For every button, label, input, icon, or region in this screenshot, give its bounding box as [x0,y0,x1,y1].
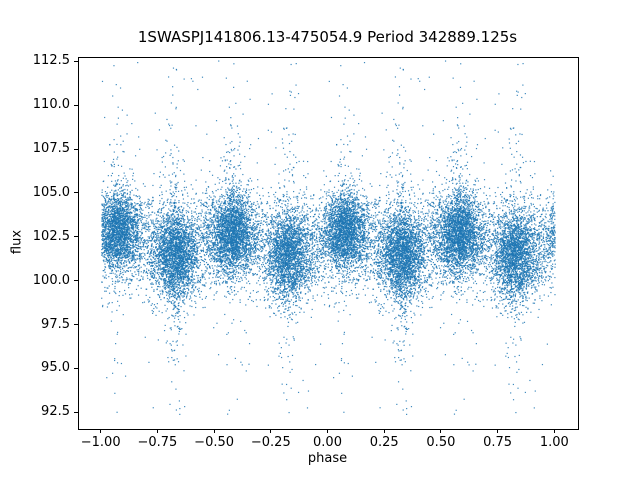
scatter-points-canvas [79,58,578,429]
y-tick-mark [74,324,78,325]
x-tick-mark [213,429,215,433]
x-tick-label: 0.00 [313,435,342,450]
x-tick-label: 1.00 [539,435,569,450]
y-tick-label: 95.0 [41,360,70,376]
x-tick-mark [156,429,158,433]
y-tick-label: 107.5 [32,141,70,157]
x-axis-label: phase [307,451,348,466]
y-tick-mark [74,192,78,194]
y-tick-mark [74,411,78,413]
y-tick-mark [74,60,78,62]
x-tick-label: −0.75 [137,435,178,450]
x-tick-mark [440,429,442,433]
x-tick-mark [383,429,385,433]
x-tick-mark [270,429,272,433]
x-tick-mark [100,429,102,433]
y-tick-mark [74,367,78,369]
x-tick-label: −0.50 [194,435,235,450]
x-tick-mark [553,429,555,433]
y-tick-label: 97.5 [41,316,70,332]
y-tick-mark [74,148,78,150]
y-tick-label: 112.5 [32,53,70,69]
plot-area [78,57,579,430]
y-tick-label: 100.0 [32,272,70,288]
y-tick-label: 110.0 [32,97,70,113]
y-tick-label: 92.5 [41,404,70,420]
x-tick-label: 0.75 [483,435,513,450]
y-tick-mark [74,236,78,238]
chart-title: 1SWASPJ141806.13-475054.9 Period 342889.… [137,28,518,46]
y-tick-mark [74,104,78,106]
y-tick-label: 102.5 [32,228,70,244]
x-tick-label: 0.25 [369,435,399,450]
x-tick-label: −0.25 [250,435,291,450]
x-tick-label: −1.00 [80,435,121,450]
x-tick-mark [327,429,328,433]
x-tick-mark [497,429,499,433]
y-axis-label: flux [9,229,25,255]
y-tick-label: 105.0 [32,184,70,200]
y-tick-mark [74,280,78,282]
x-tick-label: 0.50 [426,435,456,450]
